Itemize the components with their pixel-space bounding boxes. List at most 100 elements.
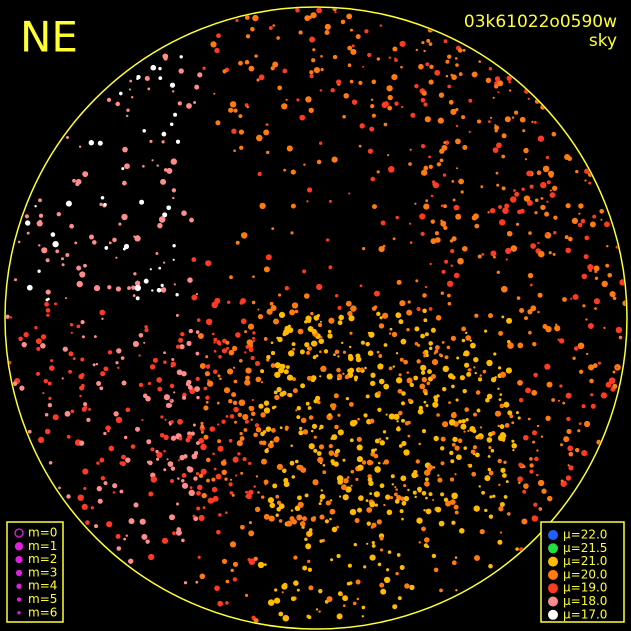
star	[412, 490, 417, 495]
star	[450, 459, 455, 464]
star	[96, 486, 102, 492]
star	[450, 264, 453, 267]
star	[428, 155, 431, 159]
star	[362, 65, 365, 68]
star	[336, 367, 341, 373]
star	[257, 314, 264, 320]
star	[108, 241, 112, 245]
star	[388, 366, 393, 371]
star	[560, 479, 564, 483]
star	[291, 596, 296, 602]
star	[534, 211, 538, 215]
star	[310, 311, 314, 316]
star	[490, 250, 497, 257]
star	[199, 573, 205, 579]
star	[24, 214, 29, 219]
star	[244, 351, 247, 354]
star	[256, 134, 263, 142]
star	[156, 451, 163, 458]
star	[528, 231, 532, 235]
star	[229, 101, 237, 108]
star	[138, 354, 141, 357]
star	[358, 144, 362, 148]
star	[336, 613, 343, 620]
star	[200, 443, 207, 451]
star	[270, 66, 275, 71]
star	[320, 489, 323, 492]
star	[284, 427, 289, 431]
star	[511, 443, 517, 449]
star	[536, 449, 539, 452]
star	[442, 173, 447, 177]
star	[23, 332, 29, 338]
star	[420, 333, 425, 339]
star	[218, 513, 222, 517]
star	[358, 368, 362, 372]
star	[515, 547, 519, 551]
star	[107, 350, 113, 355]
star	[578, 422, 582, 425]
star	[388, 413, 395, 420]
star	[524, 316, 528, 320]
star	[471, 471, 477, 477]
star	[312, 355, 317, 360]
star	[473, 366, 476, 369]
star	[535, 198, 539, 202]
star	[135, 280, 141, 286]
star	[268, 515, 275, 522]
star	[273, 390, 278, 395]
star	[148, 460, 153, 466]
star	[467, 429, 470, 432]
star	[568, 465, 574, 471]
star	[138, 382, 144, 388]
brightness-label: μ=19.0	[563, 581, 607, 595]
star	[159, 433, 165, 438]
star	[125, 457, 131, 463]
star	[215, 120, 221, 126]
star	[432, 180, 436, 184]
star	[439, 588, 443, 593]
star	[365, 342, 370, 347]
star	[313, 67, 320, 74]
star	[318, 502, 322, 505]
star	[426, 381, 431, 386]
star	[173, 112, 178, 117]
star	[100, 196, 105, 200]
brightness-swatch	[548, 556, 558, 567]
star	[376, 311, 381, 316]
star	[383, 459, 390, 465]
star	[271, 351, 275, 355]
star	[166, 205, 171, 211]
star	[65, 297, 67, 300]
star	[537, 135, 545, 142]
star	[349, 420, 357, 427]
star	[369, 554, 376, 561]
star	[328, 413, 332, 417]
star	[108, 445, 115, 452]
star	[181, 371, 187, 377]
star	[445, 500, 452, 507]
star	[386, 509, 393, 516]
star	[139, 518, 146, 525]
star	[387, 154, 390, 157]
star	[225, 340, 230, 345]
star	[565, 392, 572, 399]
star	[499, 219, 506, 226]
star	[403, 359, 408, 365]
star	[515, 411, 519, 415]
star	[366, 521, 371, 526]
star	[486, 437, 493, 443]
star	[244, 419, 249, 424]
star	[245, 34, 251, 39]
star	[517, 209, 522, 215]
star	[61, 257, 64, 261]
star	[242, 457, 247, 462]
star	[436, 413, 440, 417]
star	[399, 565, 405, 570]
star	[514, 191, 520, 197]
star	[185, 437, 191, 443]
star	[448, 401, 451, 404]
star	[106, 97, 112, 102]
star	[319, 89, 323, 92]
star	[394, 57, 397, 60]
